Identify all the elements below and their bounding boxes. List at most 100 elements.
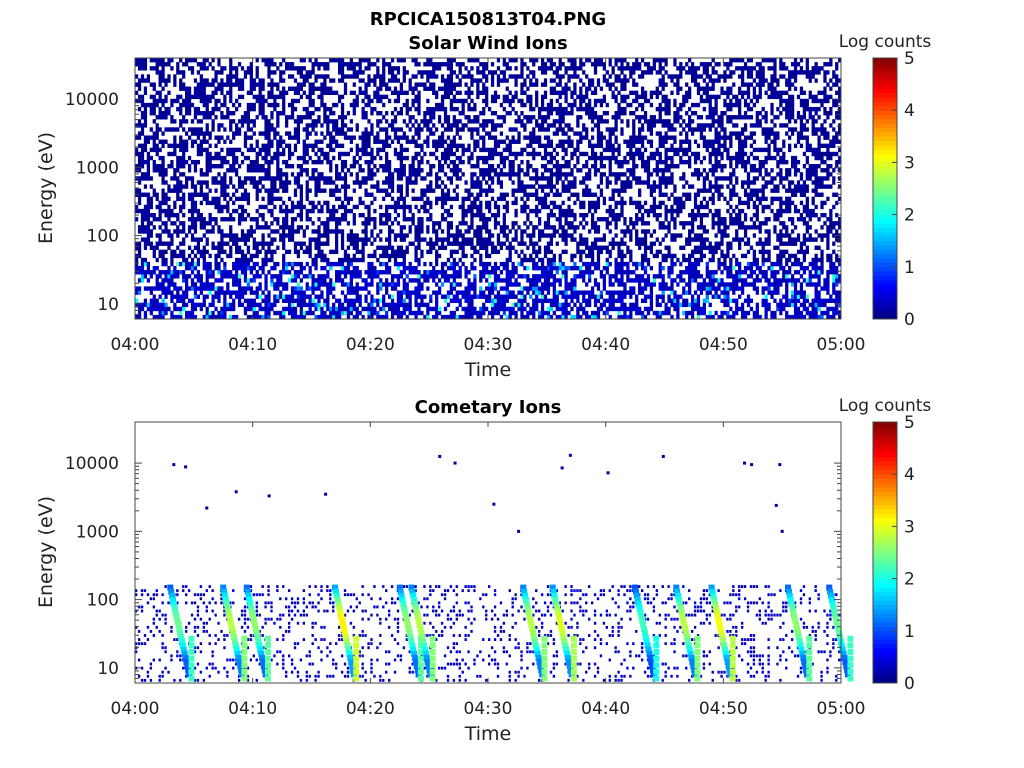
heatmap-cell [235,294,239,299]
heatmap-cell [143,147,148,153]
heatmap-cell [382,66,386,71]
heatmap-cell [140,78,145,83]
heatmap-cell [396,204,401,210]
heatmap-cell [182,278,186,283]
heatmap-cell [540,306,545,312]
heatmap-cell [470,176,474,181]
heatmap-cell [493,245,498,250]
heatmap-cell [555,294,559,299]
heatmap-cell [540,261,545,267]
heatmap-cell [261,82,265,87]
heatmap-cell [476,310,480,316]
heatmap-cell [223,172,227,177]
heatmap-cell [287,86,292,91]
heatmap-cell [502,119,506,124]
heatmap-cell [555,119,559,124]
heatmap-cell [243,115,248,120]
heatmap-cell [161,164,165,169]
heatmap-cell [423,119,427,124]
heatmap-cell [332,135,336,140]
heatmap-cell [155,314,159,320]
heatmap-cell [437,168,442,173]
heatmap-cell [182,82,186,87]
heatmap-cell [526,184,530,189]
heatmap-cell [317,298,321,303]
heatmap-cell [329,176,333,181]
heatmap-cell [432,131,436,136]
heatmap-cell [399,168,403,173]
heatmap-cell [393,131,398,136]
heatmap-cell [311,123,315,128]
heatmap-cell [214,115,218,120]
heatmap-cell [314,184,318,189]
heatmap-cell [155,90,159,96]
heatmap-cell [229,90,233,96]
heatmap-cell [535,225,539,230]
heatmap-cell [323,229,327,234]
heatmap-cell [540,119,545,124]
heatmap-cell [190,257,195,263]
heatmap-cell [393,151,398,157]
heatmap-cell [561,106,565,112]
heatmap-cell [226,274,230,279]
heatmap-cell [361,278,365,283]
heatmap-cell [358,168,362,173]
heatmap-cell [220,78,224,83]
heatmap-cell [452,159,456,165]
heatmap-cell [455,270,459,275]
heatmap-cell [449,147,453,153]
heatmap-cell [329,78,333,83]
heatmap-cell [561,180,565,185]
heatmap-cell [511,265,515,271]
heatmap-cell [346,208,351,214]
heatmap-cell [196,111,201,116]
heatmap-cell [449,86,453,91]
heatmap-cell [558,94,562,100]
heatmap-cell [267,290,271,295]
heatmap-cell [235,188,239,193]
heatmap-cell [496,221,501,226]
heatmap-cell [526,172,530,177]
heatmap-cell [164,180,168,185]
heatmap-cell [414,225,418,230]
heatmap-cell [396,261,401,267]
heatmap-cell [461,314,465,320]
heatmap-cell [543,282,548,287]
heatmap-cell [261,298,265,303]
heatmap-cell [532,192,536,197]
heatmap-cell [540,70,545,75]
heatmap-cell [293,204,298,210]
heatmap-cell [467,298,471,303]
heatmap-cell [320,249,324,255]
heatmap-cell [164,168,168,173]
heatmap-cell [308,131,312,136]
heatmap-cell [267,314,271,320]
heatmap-cell [170,310,174,316]
heatmap-cell [161,131,165,136]
heatmap-cell [485,102,489,108]
heatmap-cell [532,290,536,295]
heatmap-cell [199,90,203,96]
heatmap-cell [429,204,433,210]
heatmap-cell [517,253,521,259]
heatmap-cell [561,200,565,206]
heatmap-cell [323,66,327,71]
heatmap-cell [220,123,224,128]
heatmap-cell [373,249,377,255]
heatmap-cell [223,298,227,303]
heatmap-cell [143,302,148,308]
heatmap-cell [185,139,189,144]
heatmap-cell [367,168,371,173]
heatmap-cell [158,270,162,275]
heatmap-cell [396,135,401,140]
heatmap-cell [361,147,365,153]
heatmap-cell [196,86,201,91]
heatmap-cell [187,261,192,267]
heatmap-cell [199,127,203,132]
heatmap-cell [426,217,430,222]
heatmap-cell [329,147,333,153]
heatmap-cell [170,294,174,299]
heatmap-cell [255,94,259,100]
heatmap-cell [137,208,142,214]
heatmap-cell [464,241,468,246]
